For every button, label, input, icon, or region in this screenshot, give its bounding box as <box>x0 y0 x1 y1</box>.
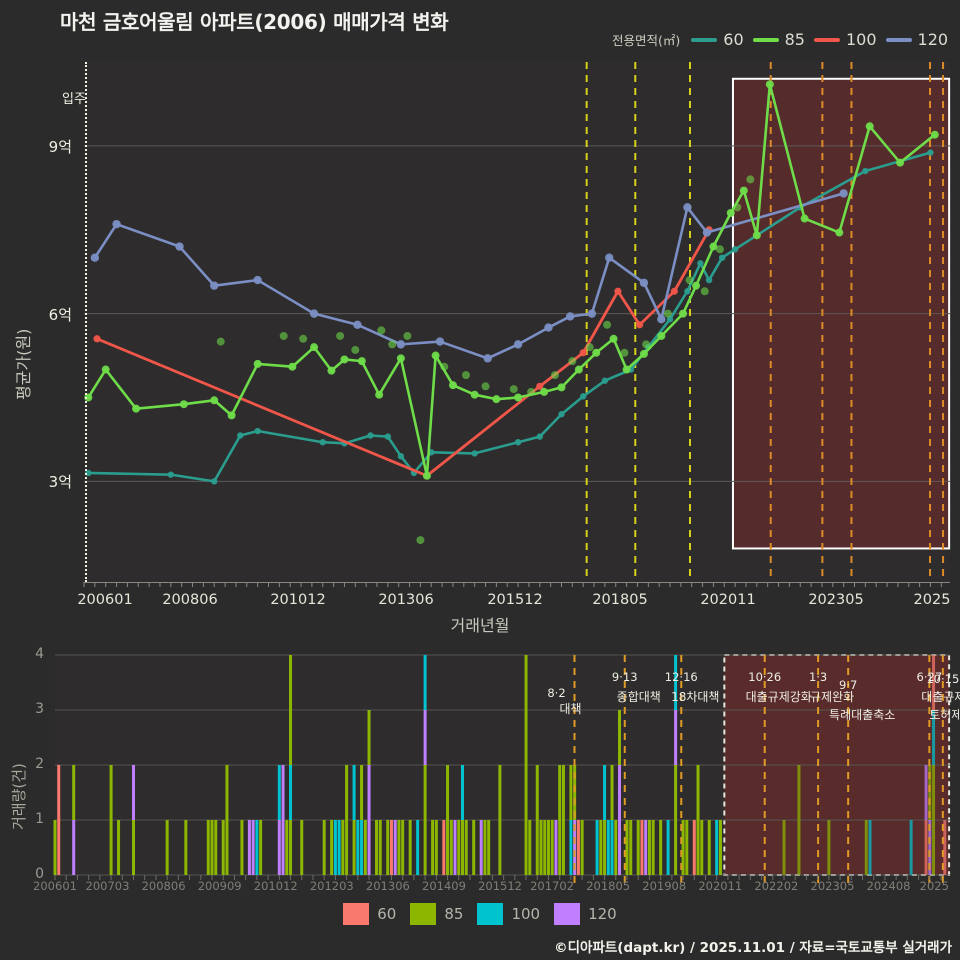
legend-top-item-60[interactable]: 60 <box>691 30 744 49</box>
policy-code-10·15: 10·15 <box>926 672 960 686</box>
volume-xtick-12: 202011 <box>698 879 743 893</box>
price-chart-plot-area[interactable] <box>83 62 951 587</box>
volume-ytick-4: 4 <box>35 646 44 662</box>
price-xtick-8: 2025 <box>913 592 951 608</box>
policy-code-9·7: 9·7 <box>839 678 858 692</box>
policy-code-6·27: 6·27 <box>916 670 943 684</box>
price-ytick-6eok: 6억 <box>48 305 72 324</box>
price-xtick-0: 200601 <box>77 592 133 608</box>
volume-xtick-7: 201409 <box>422 879 466 893</box>
legend-bottom-item-60[interactable]: 60 <box>343 903 396 925</box>
legend-swatch-120 <box>554 903 581 925</box>
volume-xtick-11: 201908 <box>642 879 687 893</box>
volume-chart-svg <box>53 654 951 883</box>
volume-ytick-3: 3 <box>35 701 44 717</box>
policy-code-1·3: 1·3 <box>808 670 828 684</box>
policy-name-8·2: 대책 <box>559 702 582 716</box>
price-xaxis-line <box>84 582 950 583</box>
policy-code-8·2: 8·2 <box>547 686 566 700</box>
price-xtick-4: 201512 <box>487 592 543 608</box>
policy-name-1·3: 규제완화 <box>810 690 855 704</box>
legend-bottom: 60 85 100 120 <box>0 903 960 925</box>
legend-top-item-120[interactable]: 120 <box>885 30 949 49</box>
policy-name-9·7: 특례대출축소 <box>829 708 896 722</box>
policy-name-10·26: 대출규제강화 <box>745 690 812 704</box>
volume-xtick-9: 201702 <box>530 879 575 893</box>
volume-xtick-8: 201512 <box>478 879 522 893</box>
volume-xtick-0: 200601 <box>33 879 77 893</box>
legend-bottom-label-85: 85 <box>444 905 464 923</box>
legend-label-100: 100 <box>845 30 877 49</box>
volume-ytick-2: 2 <box>35 756 44 772</box>
volume-xtick-13: 202202 <box>754 879 799 893</box>
volume-xtick-4: 201012 <box>253 879 298 893</box>
volume-xtick-5: 201203 <box>309 879 354 893</box>
policy-code-12·16: 12·16 <box>664 670 698 684</box>
legend-top-title: 전용면적(㎡) <box>612 33 681 48</box>
legend-bottom-label-100: 100 <box>511 905 541 923</box>
footer-credit: ©디아파트(dapt.kr) / 2025.11.01 / 자료=국토교통부 실… <box>554 940 952 956</box>
volume-xtick-1: 200703 <box>85 879 130 893</box>
volume-xtick-14: 202305 <box>810 879 855 893</box>
legend-line-120 <box>885 37 912 42</box>
price-xaxis-title: 거래년월 <box>450 616 510 635</box>
price-ytick-3eok: 3억 <box>48 473 72 492</box>
legend-bottom-item-85[interactable]: 85 <box>410 903 463 925</box>
volume-xtick-10: 201805 <box>586 879 631 893</box>
legend-swatch-85 <box>410 903 437 925</box>
legend-top-item-100[interactable]: 100 <box>813 30 877 49</box>
legend-label-120: 120 <box>917 30 949 49</box>
legend-top: 전용면적(㎡) 60 85 100 120 <box>612 30 948 49</box>
page-title: 마천 금호어울림 아파트(2006) 매매가격 변화 <box>60 10 449 34</box>
price-xtick-7: 202305 <box>808 592 864 608</box>
policy-code-9·13: 9·13 <box>611 670 638 684</box>
volume-xtick-3: 200909 <box>197 879 242 893</box>
legend-top-item-85[interactable]: 85 <box>752 30 805 49</box>
volume-chart-plot-area[interactable] <box>53 654 951 883</box>
legend-bottom-label-120: 120 <box>588 905 617 923</box>
legend-bottom-item-120[interactable]: 120 <box>554 903 617 925</box>
price-ytick-9eok: 9억 <box>48 137 72 156</box>
movein-marker-label: 입주 <box>62 92 86 107</box>
volume-ytick-1: 1 <box>35 811 44 827</box>
price-chart-svg <box>83 62 951 587</box>
volume-xtick-16: 2025 <box>919 879 949 893</box>
legend-line-85 <box>752 37 779 42</box>
volume-xtick-15: 202408 <box>866 879 911 893</box>
legend-line-100 <box>813 37 840 42</box>
legend-line-60 <box>691 37 718 42</box>
volume-xtick-6: 201306 <box>365 879 410 893</box>
volume-xtick-2: 200806 <box>141 879 186 893</box>
price-yaxis-title: 평균가(원) <box>14 328 33 400</box>
policy-code-10·26: 10·26 <box>748 670 782 684</box>
price-xtick-2: 201012 <box>270 592 326 608</box>
legend-swatch-100 <box>477 903 504 925</box>
legend-label-85: 85 <box>784 30 805 49</box>
price-xtick-5: 201805 <box>592 592 648 608</box>
price-xtick-3: 201306 <box>378 592 434 608</box>
legend-swatch-60 <box>343 903 370 925</box>
policy-name-10·15: 토허제해제 <box>929 708 960 722</box>
policy-name-6·27: 대출규제 <box>921 690 960 704</box>
price-xtick-6: 202011 <box>700 592 756 608</box>
price-xtick-1: 200806 <box>162 592 218 608</box>
legend-label-60: 60 <box>723 30 744 49</box>
legend-bottom-item-100[interactable]: 100 <box>477 903 540 925</box>
movein-marker-line <box>85 62 87 582</box>
policy-name-9·13: 종합대책 <box>616 690 661 704</box>
volume-ytick-0: 0 <box>35 866 44 882</box>
legend-bottom-label-60: 60 <box>377 905 397 923</box>
policy-name-12·16: 18차대책 <box>671 690 720 704</box>
